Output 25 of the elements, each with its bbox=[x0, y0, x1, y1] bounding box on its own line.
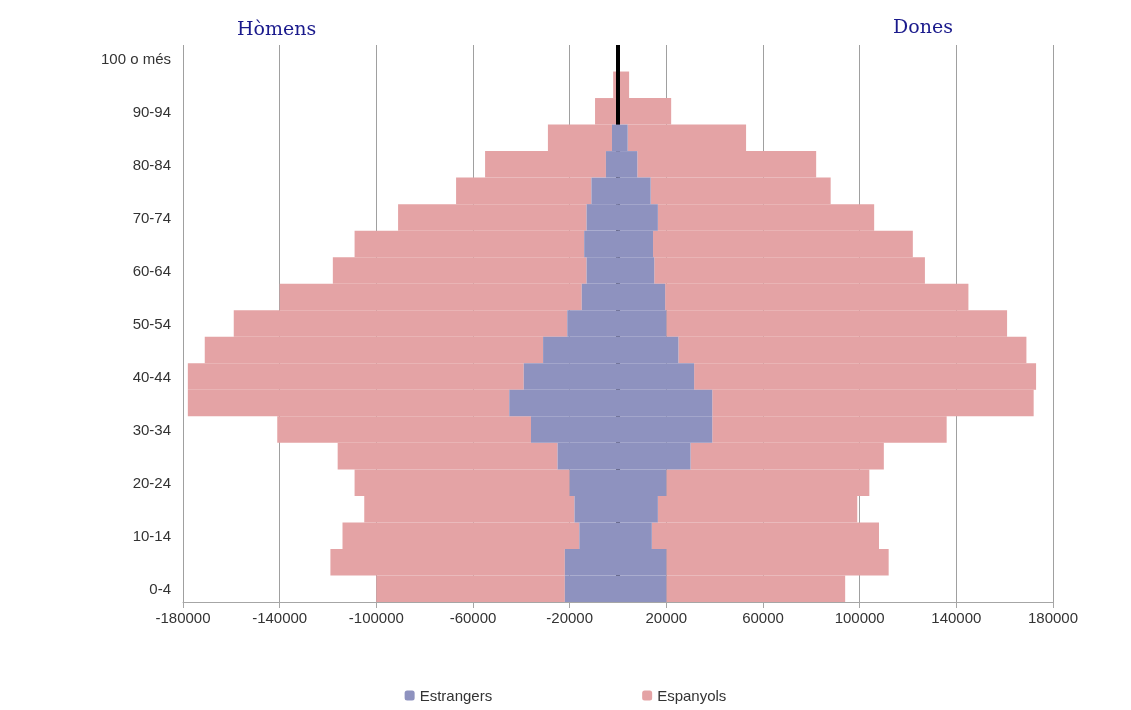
y-tick-label: 80-84 bbox=[132, 155, 171, 173]
y-tick-label: 0-4 bbox=[149, 580, 171, 598]
x-tick-label: -60000 bbox=[449, 609, 497, 626]
x-tick-label: -140000 bbox=[252, 609, 308, 626]
y-tick-label: 20-24 bbox=[132, 474, 171, 492]
y-tick-label: 10-14 bbox=[132, 527, 171, 545]
y-tick-label: 50-54 bbox=[132, 315, 171, 332]
y-tick-label: 30-34 bbox=[132, 421, 171, 439]
text: Hòmens bbox=[237, 16, 317, 39]
x-tick-label: 20000 bbox=[645, 609, 688, 626]
x-tick-label: 100000 bbox=[834, 609, 885, 626]
y-tick-label: 40-44 bbox=[132, 368, 171, 386]
x-tick-label: 180000 bbox=[1027, 609, 1079, 626]
legend-label: Estrangers bbox=[419, 687, 493, 704]
y-tick-label: 60-64 bbox=[132, 261, 171, 279]
legend-label: Espanyols bbox=[657, 687, 727, 704]
x-tick-label: -20000 bbox=[546, 609, 594, 626]
y-tick-label: 90-94 bbox=[132, 102, 171, 120]
text: Dones bbox=[893, 14, 953, 37]
y-tick-label: 70-74 bbox=[132, 208, 171, 226]
x-tick-label: 60000 bbox=[742, 609, 784, 626]
x-tick-label: -180000 bbox=[155, 609, 211, 626]
x-tick-label: 140000 bbox=[931, 609, 982, 626]
y-tick-label: 100 o més bbox=[100, 49, 171, 67]
x-tick-label: -100000 bbox=[348, 609, 404, 626]
